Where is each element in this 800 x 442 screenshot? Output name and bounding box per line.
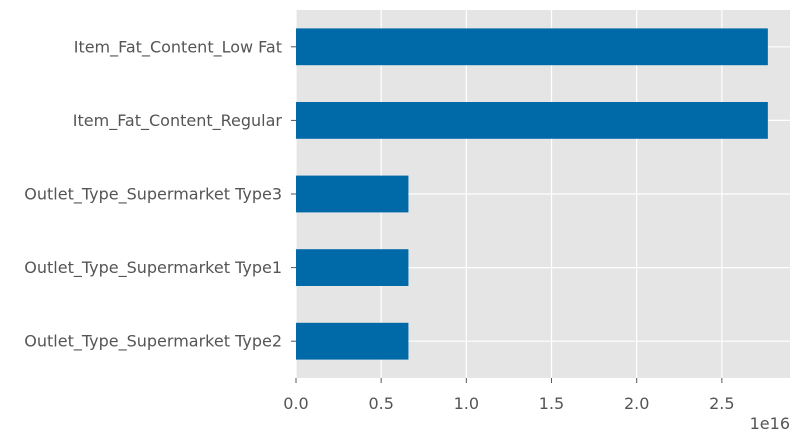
bar — [296, 175, 409, 213]
y-tick-label: Item_Fat_Content_Regular — [73, 111, 283, 131]
x-axis-offset-label: 1e16 — [750, 414, 790, 433]
x-tick-label: 2.0 — [624, 394, 649, 413]
x-tick-label: 2.5 — [709, 394, 734, 413]
bar — [296, 28, 768, 66]
y-tick-label: Item_Fat_Content_Low Fat — [74, 37, 282, 57]
y-tick-label: Outlet_Type_Supermarket Type2 — [24, 332, 282, 352]
x-tick-label: 1.5 — [539, 394, 564, 413]
bar — [296, 102, 768, 139]
y-tick-label: Outlet_Type_Supermarket Type3 — [24, 185, 282, 205]
bars — [296, 28, 768, 360]
bar — [296, 249, 409, 286]
x-tick-label: 0.5 — [368, 394, 393, 413]
y-axis: Item_Fat_Content_Low Fat Item_Fat_Content… — [24, 37, 296, 352]
y-tick-label: Outlet_Type_Supermarket Type1 — [24, 258, 282, 278]
x-axis: 0.0 0.5 1.0 1.5 2.0 2.5 — [283, 378, 735, 413]
x-tick-label: 1.0 — [454, 394, 479, 413]
bar — [296, 322, 409, 360]
x-tick-label: 0.0 — [283, 394, 308, 413]
